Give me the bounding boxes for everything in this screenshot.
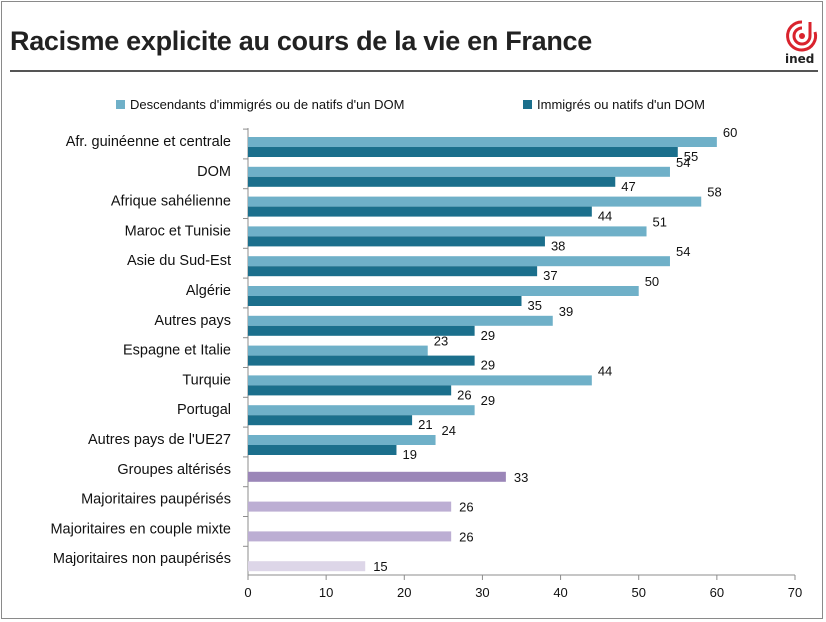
bar-value-label: 39: [559, 304, 573, 319]
bar: [248, 415, 413, 426]
bar-value-label: 29: [481, 328, 495, 343]
bar-value-label: 29: [481, 358, 495, 373]
bar-value-label: 58: [707, 185, 721, 200]
x-tick-label: 30: [475, 585, 489, 600]
bar-value-label: 60: [723, 125, 737, 140]
bar: [248, 256, 670, 267]
bar: [248, 266, 538, 277]
bar-value-label: 54: [676, 155, 690, 170]
category-label: Maroc et Tunisie: [125, 223, 231, 239]
bar: [248, 435, 436, 445]
category-label: Afrique sahélienne: [111, 194, 231, 210]
category-label: Majoritaires en couple mixte: [50, 521, 231, 537]
bar: [248, 176, 616, 187]
category-label: Autres pays de l'UE27: [88, 432, 231, 448]
legend-label: Descendants d'immigrés ou de natifs d'un…: [130, 97, 405, 112]
bar-value-label: 24: [442, 423, 456, 438]
ined-logo-icon: [786, 20, 818, 52]
bar: [248, 147, 678, 157]
bar: [248, 296, 522, 306]
bar-value-label: 26: [459, 500, 473, 515]
category-label: Afr. guinéenne et centrale: [66, 134, 231, 150]
bar-value-label: 37: [543, 268, 557, 283]
bar: [248, 531, 452, 542]
bar-value-label: 47: [621, 179, 635, 194]
bar-value-label: 38: [551, 238, 565, 253]
title-divider: [10, 70, 818, 72]
category-label: DOM: [197, 164, 231, 180]
bar-value-label: 44: [598, 209, 612, 224]
bar-value-label: 50: [645, 274, 659, 289]
bar: [248, 405, 475, 416]
x-tick-label: 60: [710, 585, 724, 600]
bar-value-label: 26: [457, 387, 471, 402]
bar: [248, 345, 428, 356]
x-tick-label: 10: [319, 585, 333, 600]
category-label: Groupes altérisés: [117, 462, 231, 478]
bar: [248, 236, 545, 247]
category-label: Portugal: [177, 402, 231, 418]
bar: [248, 166, 670, 177]
x-tick-label: 50: [631, 585, 645, 600]
bar: [248, 445, 397, 455]
bar: [248, 315, 553, 326]
bar: [248, 325, 475, 336]
category-label: Turquie: [182, 372, 231, 388]
bar: [248, 385, 452, 396]
category-label: Majoritaires non paupérisés: [53, 551, 231, 567]
bar-value-label: 26: [459, 529, 473, 544]
bar-value-label: 55: [684, 149, 698, 164]
x-tick-label: 70: [788, 585, 802, 600]
bar: [248, 471, 506, 482]
category-label: Algérie: [186, 283, 231, 299]
page-title: Racisme explicite au cours de la vie en …: [10, 26, 592, 56]
bar-value-label: 29: [481, 393, 495, 408]
bar-value-label: 35: [528, 298, 542, 313]
legend-swatch: [116, 100, 125, 109]
category-label: Asie du Sud-Est: [127, 253, 231, 269]
category-label: Majoritaires paupérisés: [81, 492, 231, 508]
logo-text: ined: [785, 52, 815, 66]
bar: [248, 226, 647, 237]
bar-value-label: 54: [676, 244, 690, 259]
bar: [248, 561, 366, 572]
bar: [248, 206, 592, 217]
bar-value-label: 19: [402, 447, 416, 462]
bar-value-label: 33: [514, 470, 528, 485]
bar: [248, 501, 452, 512]
bar: [248, 355, 475, 366]
bar-value-label: 15: [373, 559, 387, 574]
category-label: Autres pays: [154, 313, 231, 329]
legend-item-immigres: Immigrés ou natifs d'un DOM: [523, 97, 705, 112]
bar-value-label: 23: [434, 334, 448, 349]
x-tick-label: 40: [553, 585, 567, 600]
legend-item-descendants: Descendants d'immigrés ou de natifs d'un…: [116, 97, 404, 112]
bar-value-label: 51: [653, 214, 667, 229]
x-tick-label: 20: [397, 585, 411, 600]
bar: [248, 137, 717, 147]
legend-swatch: [523, 100, 532, 109]
bar-value-label: 44: [598, 363, 612, 378]
bar: [248, 286, 639, 296]
category-label: Espagne et Italie: [123, 343, 231, 359]
legend-label: Immigrés ou natifs d'un DOM: [537, 97, 705, 112]
x-tick-label: 0: [244, 585, 251, 600]
bar: [248, 196, 702, 207]
bar-value-label: 21: [418, 417, 432, 432]
bar: [248, 375, 592, 386]
